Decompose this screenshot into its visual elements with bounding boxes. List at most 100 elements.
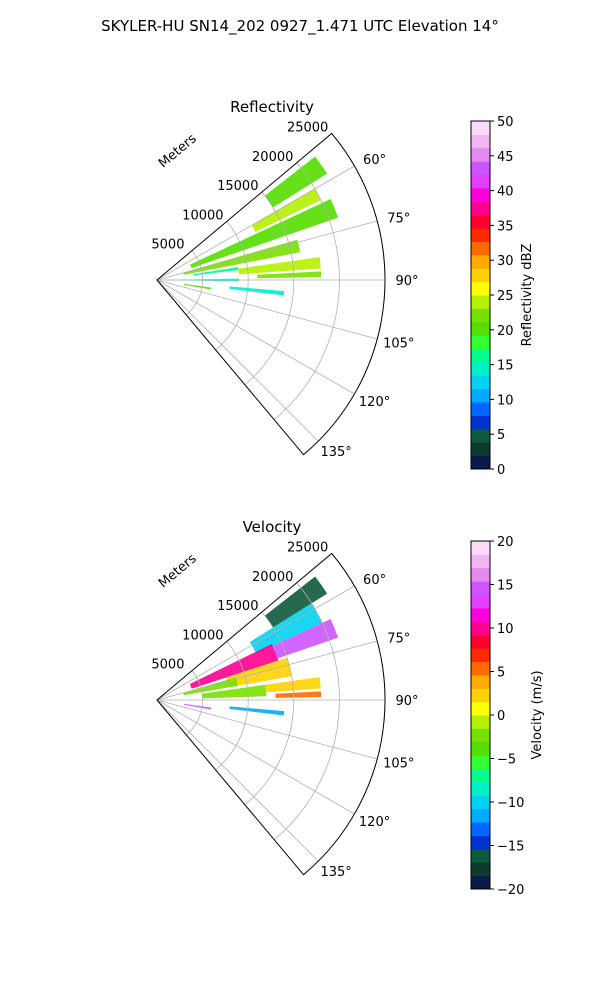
azimuth-gridline (156, 585, 355, 701)
colorbar-segment (471, 634, 490, 649)
colorbar-segment (471, 755, 490, 770)
colorbar-segment (471, 781, 490, 796)
colorbar-segment (471, 594, 490, 609)
velocity-colorbar: −20 −15 −10 −5 0 5 10 15 20 (470, 535, 524, 898)
colorbar-segment (471, 214, 490, 229)
reflectivity-title: Reflectivity (230, 98, 314, 116)
echo-region (229, 286, 285, 296)
colorbar-segment (471, 335, 490, 350)
colorbar-segment (471, 862, 490, 877)
theta-tick-label: 135° (320, 865, 351, 880)
colorbar-segment (471, 701, 490, 716)
reflectivity-colorbar: 0 5 10 15 20 25 30 35 40 45 50 (470, 115, 514, 478)
azimuth-gridline (156, 279, 378, 340)
colorbar-segment (471, 768, 490, 783)
colorbar-tick-label: 5 (497, 428, 505, 443)
radial-tick-label: 20000 (252, 570, 293, 585)
echo-region (229, 706, 285, 716)
echo-region (183, 703, 212, 710)
radial-tick-label: 5000 (151, 658, 184, 673)
colorbar-tick-label: 0 (497, 709, 505, 724)
colorbar-tick-label: −5 (497, 753, 516, 768)
colorbar-segment (471, 875, 490, 890)
echo-region (275, 691, 322, 698)
echo-region (264, 156, 328, 208)
colorbar-tick-label: 20 (497, 324, 514, 339)
colorbar-tick-label: 15 (497, 579, 514, 594)
colorbar-segment (471, 674, 490, 689)
colorbar-segment (471, 848, 490, 863)
colorbar-segment (471, 348, 490, 363)
colorbar-segment (471, 808, 490, 823)
range-ring (215, 221, 249, 351)
velocity-polar-plot: 60° 75° 90° 105° 120° 135° 5000 10000 15000 20000… (151, 540, 418, 880)
radial-tick-label: 10000 (182, 208, 223, 223)
colorbar-tick-label: 45 (497, 150, 514, 165)
colorbar-segment (471, 228, 490, 242)
colorbar-segment (471, 121, 490, 135)
echo-region (249, 603, 323, 654)
colorbar-tick-label: 35 (497, 219, 514, 234)
colorbar-segment (471, 428, 490, 443)
colorbar-segment (471, 268, 490, 283)
reflectivity-polar-plot: 60° 75° 90° 105° 120° 135° 5000 10000 15000 20000… (151, 120, 418, 460)
colorbar-tick-label: 50 (497, 115, 514, 130)
colorbar-tick-label: 30 (497, 254, 514, 269)
theta-tick-label: 90° (395, 274, 418, 289)
colorbar-segment (471, 254, 490, 269)
theta-tick-label: 90° (395, 694, 418, 709)
echo-region (190, 199, 339, 269)
radial-tick-label: 15000 (217, 599, 258, 614)
colorbar-tick-label: 10 (497, 393, 514, 408)
colorbar-tick-label: −10 (497, 796, 524, 811)
colorbar-segment (471, 442, 490, 457)
theta-tick-label: 75° (387, 211, 410, 226)
azimuth-gridline (156, 165, 355, 281)
theta-tick-label: 105° (383, 757, 414, 772)
colorbar-segment (471, 361, 490, 376)
theta-tick-label: 120° (359, 815, 390, 830)
radial-tick-label: 25000 (287, 540, 328, 555)
echo-region (251, 188, 321, 233)
colorbar-tick-label: −20 (497, 883, 524, 898)
colorbar-segment (471, 728, 490, 743)
velocity-colorbar-label: Velocity (m/s) (530, 670, 545, 759)
sector-outline (156, 552, 386, 876)
colorbar-tick-label: −15 (497, 840, 524, 855)
azimuth-gridline (156, 279, 355, 395)
radial-tick-label: 15000 (217, 179, 258, 194)
reflectivity-colorbar-label: Reflectivity dBZ (520, 244, 535, 347)
colorbar-tick-label: 40 (497, 185, 514, 200)
colorbar-segment (471, 308, 490, 323)
azimuth-gridline (156, 279, 319, 442)
echo-region (264, 576, 328, 628)
radial-tick-label: 5000 (151, 238, 184, 253)
range-ring (273, 162, 340, 421)
echo-region (257, 271, 322, 279)
colorbar-segment (471, 795, 490, 810)
radial-tick-label: 25000 (287, 120, 328, 135)
velocity-panel: Velocity 60° 75° 90° 105° 120° 135° 5000 10000 1… (151, 518, 545, 898)
azimuth-gridline (156, 699, 355, 815)
azimuth-gridline (156, 220, 378, 281)
reflectivity-radial-label: Meters (156, 131, 200, 171)
colorbar-segment (471, 161, 490, 176)
theta-tick-label: 60° (363, 573, 386, 588)
colorbar-segment (471, 402, 490, 416)
echo-region (183, 283, 212, 290)
colorbar-segment (471, 822, 490, 836)
colorbar-segment (471, 134, 490, 149)
colorbar-tick-label: 15 (497, 359, 514, 374)
colorbar-segment (471, 741, 490, 756)
range-ring (244, 191, 295, 386)
azimuth-gridline (156, 699, 319, 862)
colorbar-segment (471, 187, 490, 202)
colorbar-tick-label: 25 (497, 289, 514, 304)
colorbar-tick-label: 0 (497, 463, 505, 478)
colorbar-segment (471, 174, 490, 189)
colorbar-segment (471, 567, 490, 582)
colorbar-segment (471, 607, 490, 622)
colorbar-segment (471, 554, 490, 569)
colorbar-segment (471, 455, 490, 470)
